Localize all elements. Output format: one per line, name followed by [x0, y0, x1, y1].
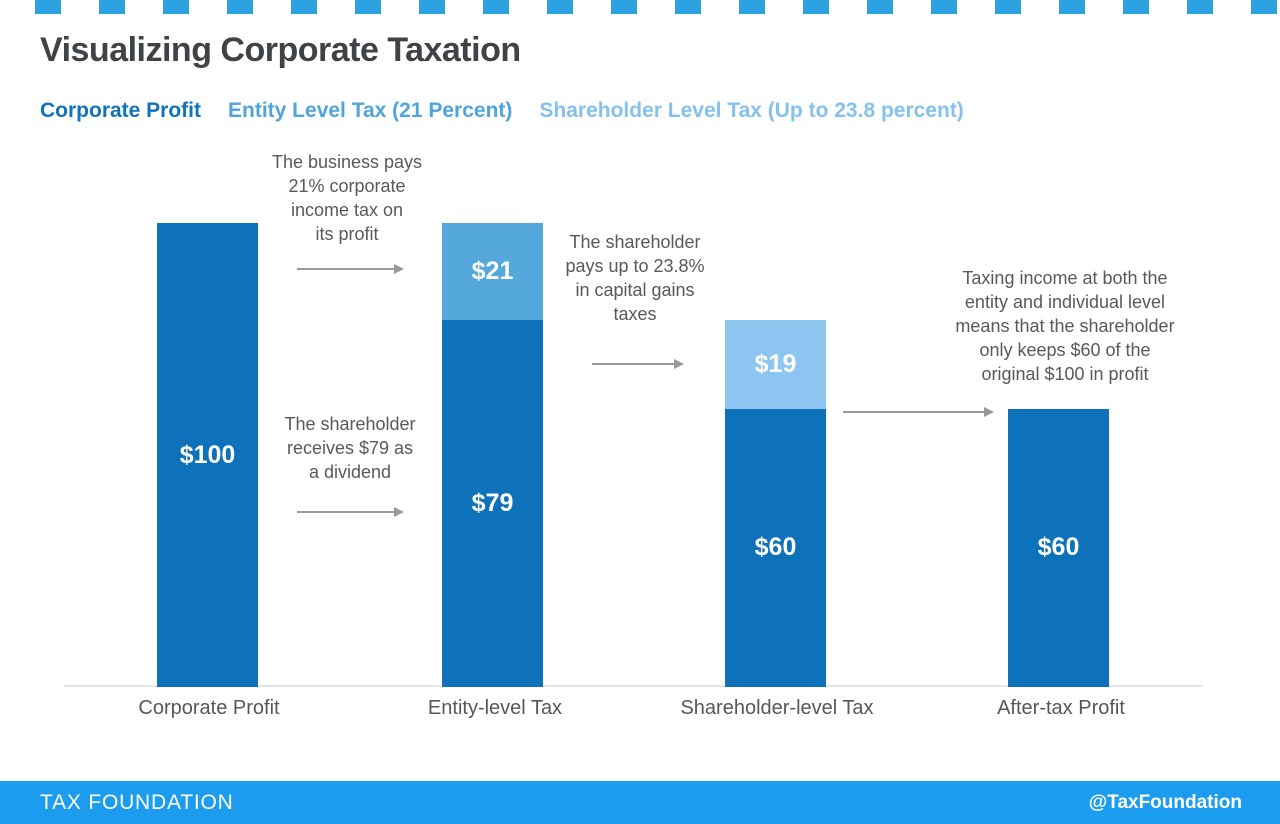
- bar-segment: $79: [442, 320, 543, 687]
- flow-arrow-icon: [592, 359, 684, 369]
- brand-wordmark: TAX FOUNDATION: [40, 790, 234, 814]
- flow-arrow-icon: [297, 507, 404, 517]
- twitter-handle: @TaxFoundation: [1088, 791, 1242, 813]
- bar-value-label: $100: [179, 440, 236, 469]
- legend-item: Corporate Profit: [40, 99, 202, 122]
- bar-value-label: $19: [754, 350, 797, 379]
- bar-value-label: $21: [471, 257, 514, 286]
- footer-bar: TAX FOUNDATION @TaxFoundation: [0, 781, 1280, 824]
- bar-segment: $60: [725, 408, 826, 687]
- bar-segment: $60: [1008, 408, 1109, 687]
- legend-item: Shareholder Level Tax (Up to 23.8 percen…: [539, 99, 964, 122]
- stacked-bar-chart: $100 $21 $79 $19 $60 $60 Corporate Profit …: [64, 152, 1203, 719]
- annotation-capital-gains: The shareholder pays up to 23.8% in capi…: [565, 232, 705, 324]
- top-accent-bars: [35, 0, 1280, 14]
- annotation-dividend: The shareholder receives $79 as a divide…: [284, 414, 416, 482]
- bar-value-label: $60: [754, 533, 797, 562]
- x-axis-label-shareholder-level-tax: Shareholder-level Tax: [680, 697, 874, 719]
- chart-legend: Corporate Profit Entity Level Tax (21 Per…: [40, 99, 991, 123]
- annotation-entity-tax: The business pays 21% corporate income t…: [271, 152, 423, 244]
- bar-segment: $100: [157, 223, 258, 687]
- bar-after-tax-profit: $60: [1008, 408, 1109, 687]
- flow-arrow-icon: [843, 407, 994, 417]
- x-axis-line: [64, 685, 1203, 687]
- x-axis-label-corporate-profit: Corporate Profit: [138, 697, 280, 719]
- bar-corporate-profit: $100: [157, 223, 258, 687]
- legend-item: Entity Level Tax (21 Percent): [228, 99, 513, 122]
- bar-segment: $21: [442, 223, 543, 321]
- flow-arrow-icon: [297, 264, 404, 274]
- bar-shareholder-level-tax: $19 $60: [725, 320, 826, 687]
- bar-segment: $19: [725, 320, 826, 409]
- annotation-summary: Taxing income at both the entity and ind…: [955, 268, 1175, 384]
- bar-value-label: $60: [1037, 533, 1080, 562]
- bar-entity-level-tax: $21 $79: [442, 223, 543, 687]
- x-axis-label-entity-level-tax: Entity-level Tax: [427, 697, 563, 719]
- bar-value-label: $79: [471, 489, 514, 518]
- page-title: Visualizing Corporate Taxation: [40, 31, 521, 69]
- x-axis-label-after-tax-profit: After-tax Profit: [997, 697, 1125, 719]
